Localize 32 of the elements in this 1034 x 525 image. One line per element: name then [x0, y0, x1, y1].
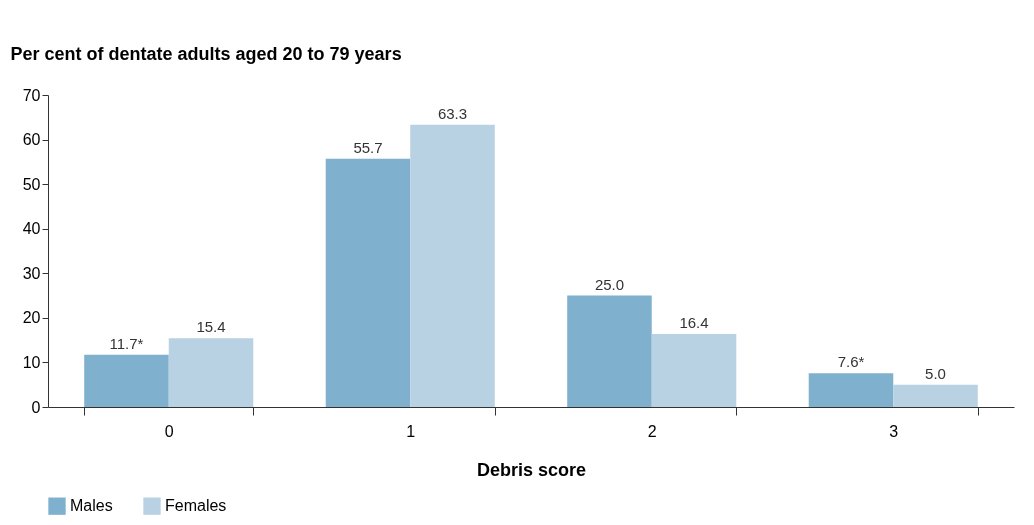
bar [567, 295, 652, 407]
data-label: 55.7 [353, 138, 383, 156]
data-label: 63.3 [437, 104, 468, 122]
y-tick-label: 50 [22, 175, 41, 193]
y-tick-label: 20 [22, 309, 41, 327]
bar [808, 373, 894, 407]
y-tick-label: 60 [22, 131, 41, 149]
x-tick-label: 1 [406, 422, 416, 440]
y-tick-label: 10 [22, 353, 41, 371]
bar [168, 338, 254, 407]
y-tick-label: 30 [22, 264, 41, 282]
y-tick-label: 40 [22, 220, 41, 238]
data-label: 16.4 [679, 313, 709, 331]
y-axis-title: Per cent of dentate adults aged 20 to 79 years [10, 43, 402, 64]
bar [325, 158, 411, 407]
bar [651, 333, 737, 407]
bar [893, 384, 978, 407]
data-label: 7.6* [837, 353, 865, 371]
data-label: 25.0 [594, 275, 625, 293]
bar [84, 354, 169, 407]
x-axis-title: Debris score [476, 459, 587, 480]
legend-label: Females [165, 497, 227, 515]
y-tick-label: 0 [31, 398, 41, 416]
legend-label: Males [70, 497, 113, 515]
x-tick-label: 0 [164, 422, 174, 440]
x-tick-label: 2 [647, 422, 657, 440]
data-label: 15.4 [196, 318, 226, 336]
data-label: 5.0 [925, 364, 946, 382]
y-tick-label: 70 [22, 86, 41, 104]
bar [410, 124, 495, 407]
x-tick-label: 3 [889, 422, 899, 440]
data-label: 11.7* [109, 334, 144, 352]
